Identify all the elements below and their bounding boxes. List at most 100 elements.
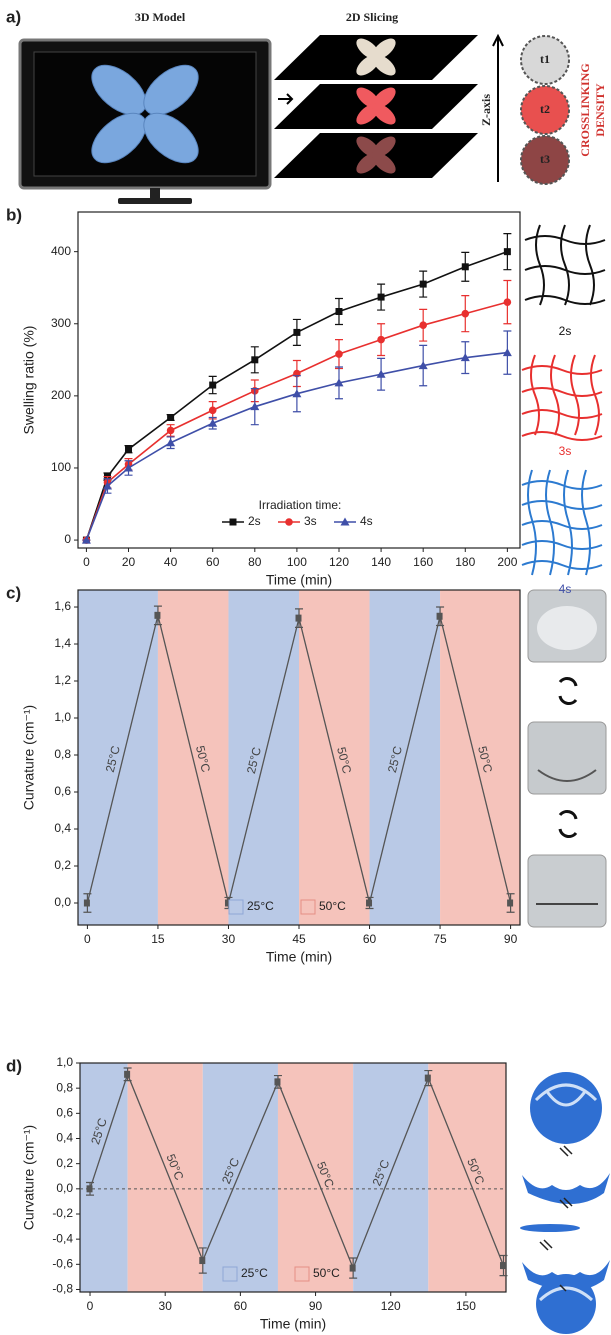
x-tick-label: 30 — [159, 1299, 173, 1313]
marker — [335, 308, 343, 316]
marker — [285, 518, 293, 526]
y-tick-label: 400 — [51, 244, 71, 258]
marker — [208, 406, 217, 415]
marker — [461, 263, 469, 271]
marker — [250, 402, 260, 411]
marker — [208, 418, 218, 427]
marker — [274, 1078, 281, 1086]
marker — [335, 350, 343, 358]
marker — [86, 1185, 93, 1193]
marker — [293, 328, 301, 336]
photos — [527, 589, 607, 928]
mesh-label: 3s — [559, 444, 572, 458]
cycle-icon — [558, 677, 578, 838]
y-tick-label: 0,0 — [54, 895, 71, 909]
marker — [224, 899, 231, 907]
marker — [154, 611, 161, 619]
phase-band — [440, 590, 520, 925]
x-tick-label: 80 — [248, 555, 262, 569]
x-tick-label: 140 — [371, 555, 391, 569]
monitor-base — [118, 198, 192, 204]
marker — [125, 445, 133, 453]
shell — [522, 1260, 610, 1291]
x-tick-label: 200 — [497, 555, 517, 569]
legend-label: 50°C — [313, 1266, 340, 1280]
series-line — [85, 301, 508, 541]
phase-band — [127, 1063, 203, 1292]
y-axis-title: Swelling ratio (%) — [21, 326, 37, 435]
y-tick-label: 0,2 — [56, 1156, 73, 1170]
marker — [436, 612, 443, 620]
marker — [251, 356, 259, 364]
legend-label: 3s — [304, 514, 317, 528]
x-tick-label: 0 — [83, 555, 90, 569]
y-tick-label: -0,2 — [52, 1206, 73, 1220]
panel-label: d) — [6, 1056, 22, 1075]
mesh-label: 4s — [559, 582, 572, 596]
heading: 3D Model — [135, 10, 186, 24]
marker — [366, 899, 373, 907]
legend-swatch — [228, 899, 244, 915]
density-circle — [520, 135, 570, 185]
phase-band — [202, 1063, 278, 1292]
y-tick-label: -0,4 — [52, 1231, 73, 1245]
x-tick-label: 60 — [206, 555, 220, 569]
phase-annotation: 50°C — [334, 746, 354, 776]
y-tick-label: 100 — [51, 460, 71, 474]
marker — [166, 426, 175, 435]
x-tick-label: 20 — [122, 555, 136, 569]
y-tick-label: 0 — [64, 532, 71, 546]
density-circle — [520, 85, 570, 135]
z-axis-label: Z-axis — [479, 94, 493, 126]
photo — [527, 854, 607, 928]
marker — [199, 1257, 206, 1265]
photo — [527, 721, 607, 795]
time-label: t3 — [540, 152, 550, 166]
marker — [418, 361, 428, 370]
x-axis-title: Time (min) — [266, 949, 332, 965]
time-label: t2 — [540, 102, 550, 116]
x-tick-label: 0 — [87, 1299, 94, 1313]
marker — [424, 1074, 431, 1082]
shell — [522, 1173, 610, 1204]
density-label: DENSITY — [593, 83, 607, 137]
marker — [334, 378, 344, 387]
x-tick-label: 60 — [234, 1299, 248, 1313]
y-tick-label: 0,2 — [54, 858, 71, 872]
marker — [349, 1264, 356, 1272]
marker — [295, 614, 302, 622]
phase-band — [80, 1063, 128, 1292]
legend-label: 2s — [248, 514, 261, 528]
phase-annotation: 50°C — [475, 745, 495, 775]
plot-frame — [79, 1062, 507, 1293]
marker — [102, 481, 112, 490]
sphere — [536, 1274, 596, 1334]
marker — [292, 389, 302, 398]
marker — [376, 369, 386, 378]
marker — [83, 899, 90, 907]
marker — [461, 309, 470, 318]
y-tick-label: 0,0 — [56, 1181, 73, 1195]
y-tick-label: -0,6 — [52, 1256, 73, 1270]
density-circle — [520, 35, 570, 85]
phase-annotation: 25°C — [385, 744, 405, 774]
legend-title: Irradiation time: — [259, 498, 342, 512]
monitor-neck — [150, 188, 160, 200]
x-tick-label: 90 — [504, 932, 518, 946]
legend-label: 25°C — [241, 1266, 268, 1280]
y-axis-title: Curvature (cm⁻¹) — [21, 1125, 37, 1230]
phase-band — [228, 590, 299, 925]
sphere — [530, 1072, 602, 1144]
panel-a: a) 3D Model 2D Slicing Z-axis t1 t2 t3 C… — [6, 7, 607, 204]
y-tick-label: 0,6 — [56, 1106, 73, 1120]
y-tick-label: 200 — [51, 388, 71, 402]
y-tick-label: 300 — [51, 316, 71, 330]
meshes — [521, 224, 606, 576]
marker — [377, 293, 385, 301]
marker — [167, 413, 175, 421]
marker — [502, 348, 512, 357]
arrow — [278, 93, 294, 105]
marker — [124, 1070, 131, 1078]
marker — [124, 463, 134, 472]
